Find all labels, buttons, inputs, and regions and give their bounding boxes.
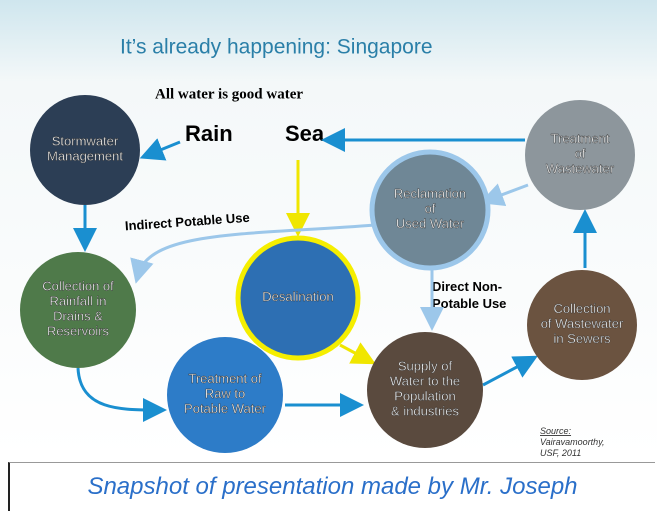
node-line: Collection of xyxy=(42,279,114,294)
sea-label: Sea xyxy=(285,121,325,146)
source-line: Vairavamoorthy, xyxy=(540,437,605,447)
source-label: Source: xyxy=(540,426,572,436)
rain-label: Rain xyxy=(185,121,233,146)
direct-line: Potable Use xyxy=(432,296,506,311)
node-line: Wastewater xyxy=(546,161,615,176)
node-line: & industries xyxy=(391,404,459,419)
node-line: Used Water xyxy=(396,216,465,231)
node-line: Drains & xyxy=(53,309,103,324)
node-line: in Sewers xyxy=(553,331,611,346)
node-line: Potable Water xyxy=(184,401,267,416)
direct-line: Direct Non- xyxy=(432,279,502,294)
node-line: Rainfall in xyxy=(49,294,106,309)
node-line: of xyxy=(575,146,586,161)
slide: It’s already happening: Singapore All wa… xyxy=(0,0,657,460)
node-line: Collection xyxy=(553,301,610,316)
node-line: Treatment xyxy=(551,131,610,146)
node-line: Supply of xyxy=(398,359,453,374)
node-line: Raw to xyxy=(205,386,245,401)
caption: Snapshot of presentation made by Mr. Jos… xyxy=(8,462,655,511)
page: It’s already happening: Singapore All wa… xyxy=(0,0,657,513)
node-line: of Wastewater xyxy=(541,316,624,331)
node-line: of xyxy=(425,201,436,216)
node-line: Water to the xyxy=(390,374,460,389)
node-line: Reclamation xyxy=(394,186,466,201)
node-line: Population xyxy=(394,389,455,404)
node-line: Treatment of xyxy=(188,371,262,386)
subtitle: All water is good water xyxy=(155,86,303,102)
source-line: USF, 2011 xyxy=(540,448,581,458)
node-label: Desalination xyxy=(262,289,334,304)
node-line: Reservoirs xyxy=(47,324,110,339)
node-line: Stormwater xyxy=(52,134,119,149)
slide-title: It’s already happening: Singapore xyxy=(120,36,433,59)
node-line: Management xyxy=(47,149,123,164)
node-line: Desalination xyxy=(262,289,334,304)
node: Desalination xyxy=(238,238,358,358)
